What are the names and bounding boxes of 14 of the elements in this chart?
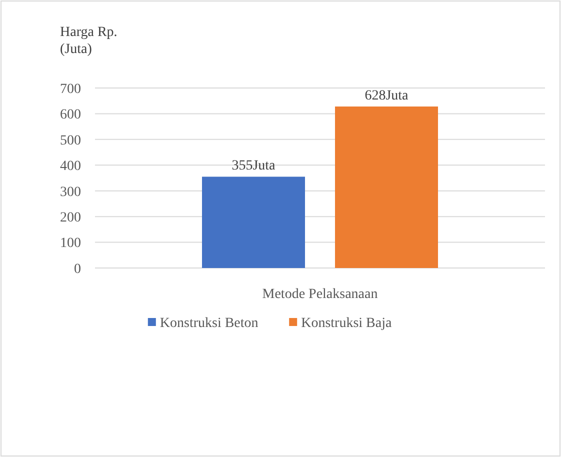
y-tick-label: 0 [74, 262, 81, 277]
legend-label: Konstruksi Beton [160, 316, 258, 331]
data-label: 355Juta [232, 158, 276, 174]
y-tick-label: 300 [60, 184, 81, 200]
y-tick-label: 100 [60, 236, 81, 252]
y-tick-label: 600 [60, 108, 81, 123]
y-tick-label: 200 [60, 210, 81, 226]
x-tick-label: Metode Pelaksanaan [262, 287, 378, 302]
y-axis-title: Harga Rp. (Juta) [60, 25, 118, 57]
data-label: 628Juta [364, 88, 410, 104]
y-tick-label: 500 [60, 133, 81, 148]
y-tick-label: 700 [60, 82, 81, 97]
legend-label: Konstruksi Baja [301, 316, 392, 331]
y-tick-label: 400 [60, 159, 81, 174]
